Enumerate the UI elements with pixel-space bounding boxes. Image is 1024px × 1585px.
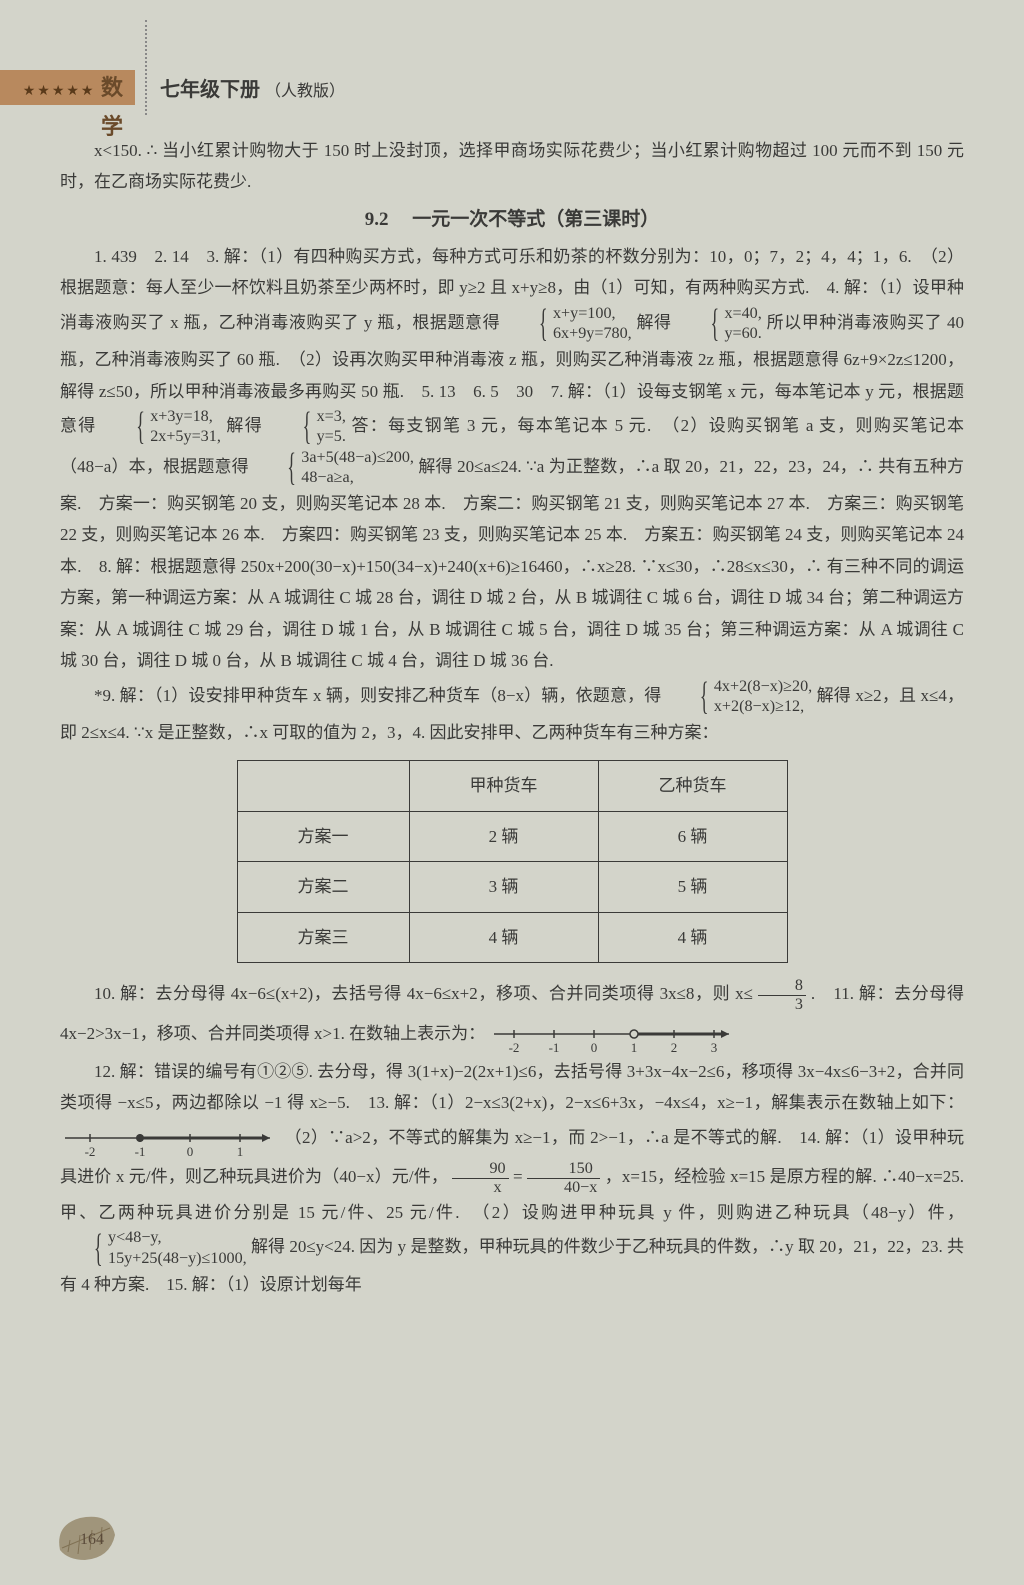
table-cell: 方案一 [237, 811, 409, 861]
svg-text:-1: -1 [549, 1040, 560, 1055]
frac-den: 3 [758, 996, 806, 1014]
frac-den: 40−x [527, 1179, 600, 1197]
text: 12. 解：错误的编号有①②⑤. 去分母，得 3(1+x)−2(2x+1)≤6，… [60, 1062, 964, 1112]
page-header: ★★★★★ 数学 七年级下册 （人教版） [0, 70, 1024, 105]
equation-system: y<48−y, 15y+25(48−y)≤1000, [60, 1228, 247, 1268]
svg-text:2: 2 [671, 1040, 678, 1055]
body-block-1: 1. 439 2. 14 3. 解：（1）有四种购买方式，每种方式可乐和奶茶的杯… [60, 241, 964, 677]
equation-system: x=40, y=60. [676, 304, 761, 344]
frac-num: 8 [758, 977, 806, 996]
section-title: 9.2 一元一次不等式（第三课时） [60, 202, 964, 237]
table-header [237, 761, 409, 811]
text: 解得 [637, 313, 672, 332]
svg-text:0: 0 [591, 1040, 598, 1055]
table-cell: 5 辆 [598, 862, 787, 912]
sys-row: 15y+25(48−y)≤1000, [74, 1249, 247, 1269]
sys-row: x=3, [283, 407, 346, 427]
equation-system: x+3y=18, 2x+5y=31, [102, 407, 221, 447]
table-cell: 3 辆 [409, 862, 598, 912]
sys-row: y=60. [690, 324, 761, 344]
equation-system: x+y=100, 6x+9y=780, [505, 304, 632, 344]
fraction: 150 40−x [527, 1160, 600, 1197]
section-number: 9.2 [365, 209, 389, 230]
svg-text:-2: -2 [509, 1040, 520, 1055]
sys-row: 48−a≥a, [267, 468, 414, 488]
header-divider [145, 20, 147, 115]
table-cell: 2 辆 [409, 811, 598, 861]
grade-label: 七年级下册 （人教版） [160, 72, 345, 109]
table-cell: 6 辆 [598, 811, 787, 861]
table-cell: 方案三 [237, 912, 409, 962]
table-row: 甲种货车 乙种货车 [237, 761, 787, 811]
section-name: 一元一次不等式（第三课时） [412, 209, 659, 230]
svg-text:-2: -2 [85, 1144, 96, 1159]
grade-text: 七年级下册 [160, 79, 260, 101]
page-content: x<150. ∴ 当小红累计购物大于 150 时上没封顶，选择甲商场实际花费少；… [60, 135, 964, 1300]
table-row: 方案二 3 辆 5 辆 [237, 862, 787, 912]
table-row: 方案三 4 辆 4 辆 [237, 912, 787, 962]
page-number: 164 [80, 1525, 104, 1555]
subject-text: 数学 [101, 75, 127, 139]
sys-row: x+y=100, [519, 304, 632, 324]
number-line-2: -2 -1 0 1 [60, 1118, 280, 1160]
sys-row: y<48−y, [74, 1228, 247, 1248]
table-cell: 4 辆 [598, 912, 787, 962]
svg-text:0: 0 [187, 1144, 194, 1159]
sys-row: 4x+2(8−x)≥20, [680, 677, 812, 697]
frac-num: 150 [527, 1160, 600, 1179]
text: 10. 解：去分母得 4x−6≤(x+2)，去括号得 4x−6≤x+2，移项、合… [94, 984, 753, 1003]
stars-text: ★★★★★ [23, 84, 96, 99]
table-header: 甲种货车 [409, 761, 598, 811]
text: = [513, 1168, 523, 1187]
edition-text: （人教版） [265, 83, 345, 100]
svg-text:1: 1 [237, 1144, 244, 1159]
text: 解得 20≤a≤24. ∵a 为正整数，∴a 取 20，21，22，23，24，… [60, 457, 964, 670]
frac-den: x [452, 1179, 508, 1197]
body-block-9: *9. 解：（1）设安排甲种货车 x 辆，则安排乙种货车（8−x）辆，依题意，得… [60, 677, 964, 749]
table-header: 乙种货车 [598, 761, 787, 811]
svg-text:3: 3 [711, 1040, 718, 1055]
fraction: 90 x [452, 1160, 508, 1197]
number-line-1: -2 -1 0 1 2 3 [489, 1014, 739, 1056]
sys-row: x+2(8−x)≥12, [680, 697, 812, 717]
equation-system: 3a+5(48−a)≤200, 48−a≥a, [253, 448, 414, 488]
svg-text:1: 1 [631, 1040, 638, 1055]
sys-row: x=40, [690, 304, 761, 324]
truck-plan-table: 甲种货车 乙种货车 方案一 2 辆 6 辆 方案二 3 辆 5 辆 方案三 4 … [237, 760, 788, 963]
sys-row: 2x+5y=31, [116, 427, 221, 447]
equation-system: 4x+2(8−x)≥20, x+2(8−x)≥12, [666, 677, 812, 717]
header-badge: ★★★★★ 数学 [0, 70, 135, 105]
fraction: 8 3 [758, 977, 806, 1014]
top-paragraph: x<150. ∴ 当小红累计购物大于 150 时上没封顶，选择甲商场实际花费少；… [60, 135, 964, 198]
table-cell: 4 辆 [409, 912, 598, 962]
svg-text:-1: -1 [135, 1144, 146, 1159]
sys-row: 6x+9y=780, [519, 324, 632, 344]
frac-num: 90 [452, 1160, 508, 1179]
body-block-12-13: 12. 解：错误的编号有①②⑤. 去分母，得 3(1+x)−2(2x+1)≤6，… [60, 1056, 964, 1301]
sys-row: 3a+5(48−a)≤200, [267, 448, 414, 468]
text: *9. 解：（1）设安排甲种货车 x 辆，则安排乙种货车（8−x）辆，依题意，得 [94, 686, 661, 705]
sys-row: x+3y=18, [116, 407, 221, 427]
table-cell: 方案二 [237, 862, 409, 912]
table-row: 方案一 2 辆 6 辆 [237, 811, 787, 861]
body-block-10-11: 10. 解：去分母得 4x−6≤(x+2)，去括号得 4x−6≤x+2，移项、合… [60, 977, 964, 1056]
